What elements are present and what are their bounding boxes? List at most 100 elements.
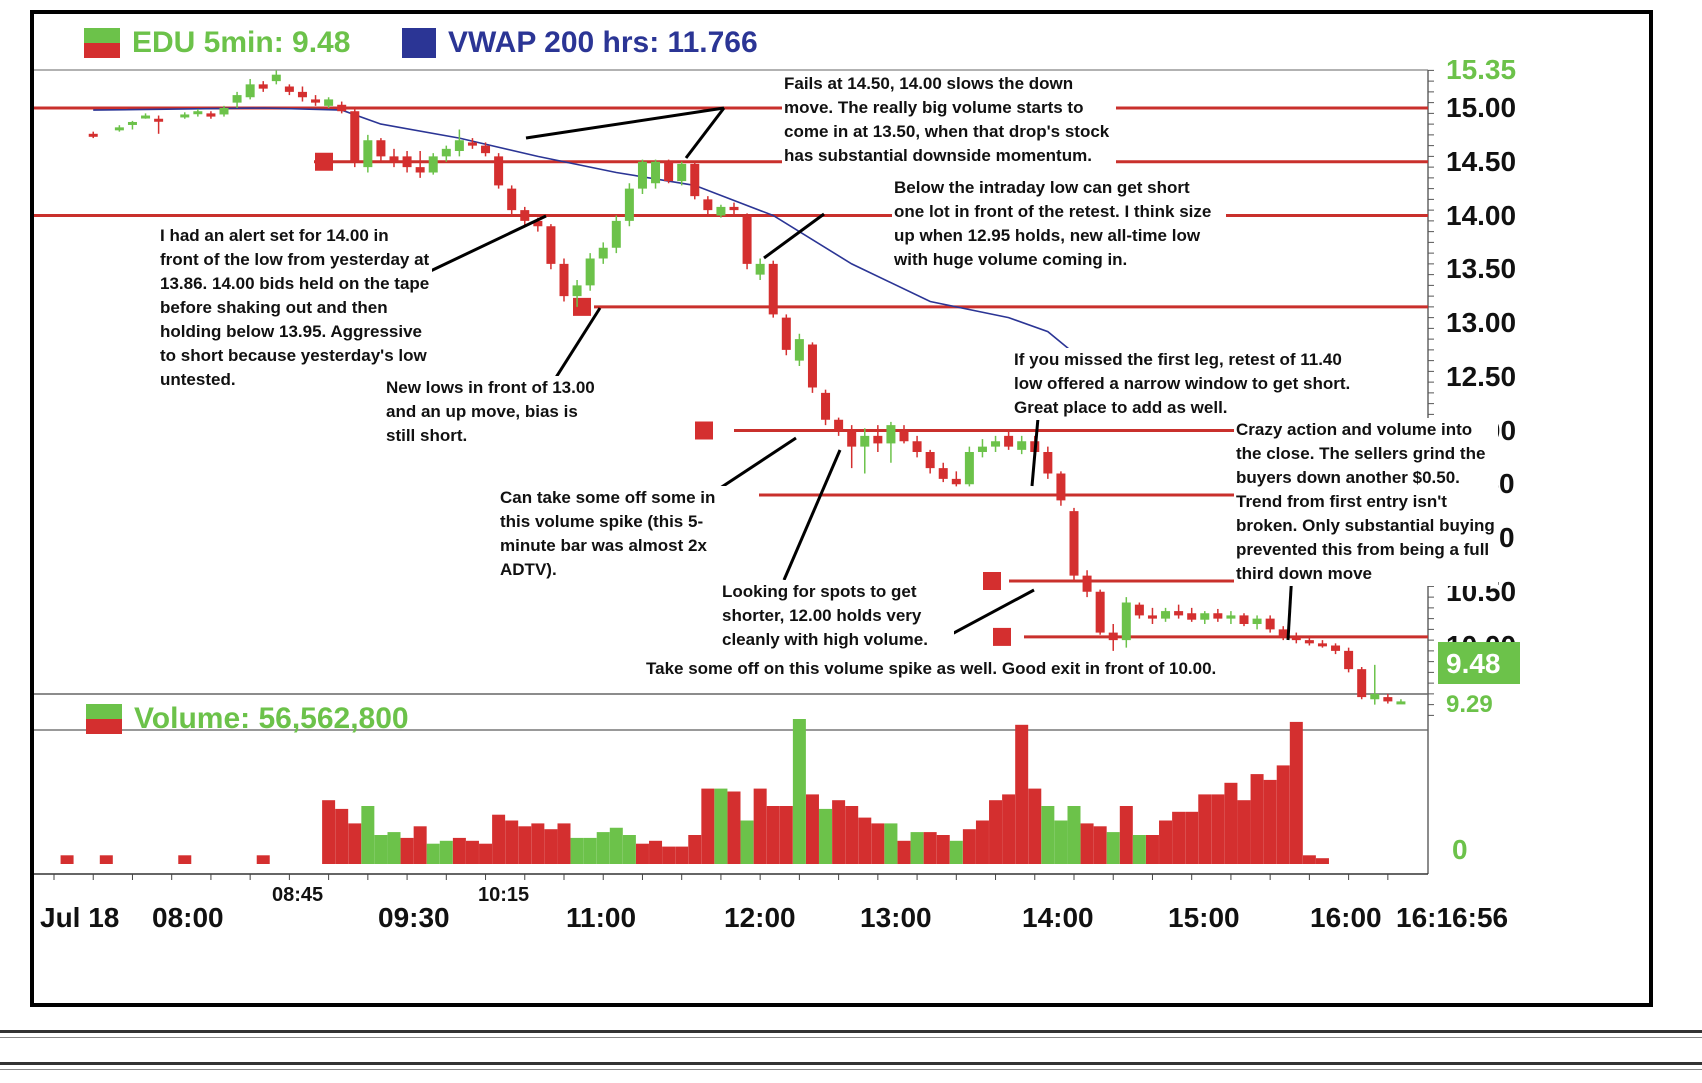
annotation-pointer (684, 107, 726, 159)
volume-bar (1080, 823, 1094, 864)
candle-body (114, 127, 124, 131)
annotation-pointer (525, 106, 725, 140)
candle-body (1147, 615, 1157, 619)
candle-body (402, 156, 412, 168)
volume-bar (452, 837, 466, 864)
candle-body (572, 285, 582, 297)
volume-bar (649, 840, 663, 864)
chart-plot (34, 69, 1434, 880)
volume-bar (1198, 794, 1212, 864)
volume-bar (492, 814, 506, 864)
candle-body (742, 215, 752, 264)
candle-body (297, 91, 307, 98)
volume-bar (1302, 855, 1316, 864)
volume-bar (740, 820, 754, 864)
volume-bar (531, 823, 545, 864)
candle-body (755, 263, 765, 275)
volume-bar (727, 791, 741, 864)
annotation-takeoff2: Take some off on this volume spike as we… (644, 657, 1268, 681)
candle-body (193, 111, 203, 115)
annotation-pointer (1030, 417, 1040, 487)
volume-bar (1224, 782, 1238, 864)
candle-body (206, 113, 216, 117)
annotation-intraday: Below the intraday low can get short one… (892, 176, 1226, 272)
volume-legend-swatch (86, 704, 122, 734)
candle-body (1252, 618, 1262, 624)
volume-bar (805, 794, 819, 864)
x-tick-label: 08:00 (152, 902, 224, 933)
volume-bar (1250, 774, 1264, 864)
y-tick-label: 12.50 (1446, 360, 1517, 392)
candle-body (1108, 632, 1118, 641)
candle-body (337, 104, 347, 112)
candle-body (1082, 575, 1092, 592)
candle-body (1069, 511, 1079, 576)
candle-body (1213, 613, 1223, 619)
volume-bar (1276, 765, 1290, 864)
candle-body (1121, 602, 1131, 641)
candle-body (1291, 636, 1301, 641)
annotation-takeoff1: Can take some off some in this volume sp… (498, 486, 742, 582)
candle-body (481, 145, 491, 154)
volume-bar (570, 837, 584, 864)
candle-body (559, 263, 569, 297)
candle-body (1265, 618, 1275, 630)
volume-bar (779, 806, 793, 864)
candle-body (886, 425, 896, 444)
volume-bar (1093, 826, 1107, 864)
candle-body (1331, 645, 1341, 651)
candle-body (977, 446, 987, 452)
volume-bar (897, 840, 911, 864)
volume-bar (622, 835, 636, 864)
volume-bar (1119, 806, 1133, 864)
candle-body (1095, 591, 1105, 633)
candle-body (1200, 613, 1210, 620)
candle-body (415, 167, 425, 173)
annotation-spots: Looking for spots to get shorter, 12.00 … (720, 580, 954, 652)
volume-bar (936, 835, 950, 864)
y-tick-label: 13.50 (1446, 253, 1517, 285)
candle-body (1226, 615, 1236, 619)
volume-bar (1315, 858, 1329, 864)
volume-bar (858, 817, 872, 864)
x-tick-label: 09:30 (378, 902, 450, 933)
candle-body (768, 263, 778, 315)
annotation-firstleg: If you missed the first leg, retest of 1… (1012, 348, 1356, 420)
price-badge-value: 9.48 (1446, 648, 1501, 679)
candle-body (637, 161, 647, 189)
candle-body (834, 419, 844, 431)
volume-bar (792, 719, 806, 864)
y-tick-label: 13.00 (1446, 307, 1517, 338)
candle-body (651, 161, 661, 184)
annotation-crazy: Crazy action and volume into the close. … (1234, 418, 1498, 586)
candle-body (127, 121, 137, 125)
candle-body (951, 478, 961, 485)
bottom-rule-1 (0, 1030, 1702, 1038)
candle-body (441, 148, 451, 157)
annotation-fails: Fails at 14.50, 14.00 slows the down mov… (782, 72, 1116, 168)
level-marker (573, 297, 591, 316)
candle-body (938, 468, 948, 479)
x-tick-label: 13:00 (860, 902, 932, 933)
volume-bar (361, 806, 375, 864)
candle-body (180, 114, 190, 118)
candle-body (1134, 604, 1144, 616)
x-tick-label: 11:00 (566, 902, 637, 933)
annotation-newlows: New lows in front of 13.00 and an up mov… (384, 376, 598, 448)
candle-body (1056, 473, 1066, 501)
candle-body (271, 74, 281, 82)
volume-bar (544, 829, 558, 864)
volume-bar (688, 835, 702, 864)
candle-body (1043, 452, 1053, 474)
candle-body (1344, 650, 1354, 670)
volume-bar (871, 823, 885, 864)
volume-bar (557, 823, 571, 864)
volume-bar (479, 843, 493, 864)
volume-bar (178, 855, 192, 864)
volume-bar (962, 829, 976, 864)
candle-body (1317, 643, 1327, 647)
candle-body (533, 220, 543, 227)
volume-bar (819, 808, 833, 864)
volume-bar (845, 806, 859, 864)
volume-bar (400, 837, 414, 864)
